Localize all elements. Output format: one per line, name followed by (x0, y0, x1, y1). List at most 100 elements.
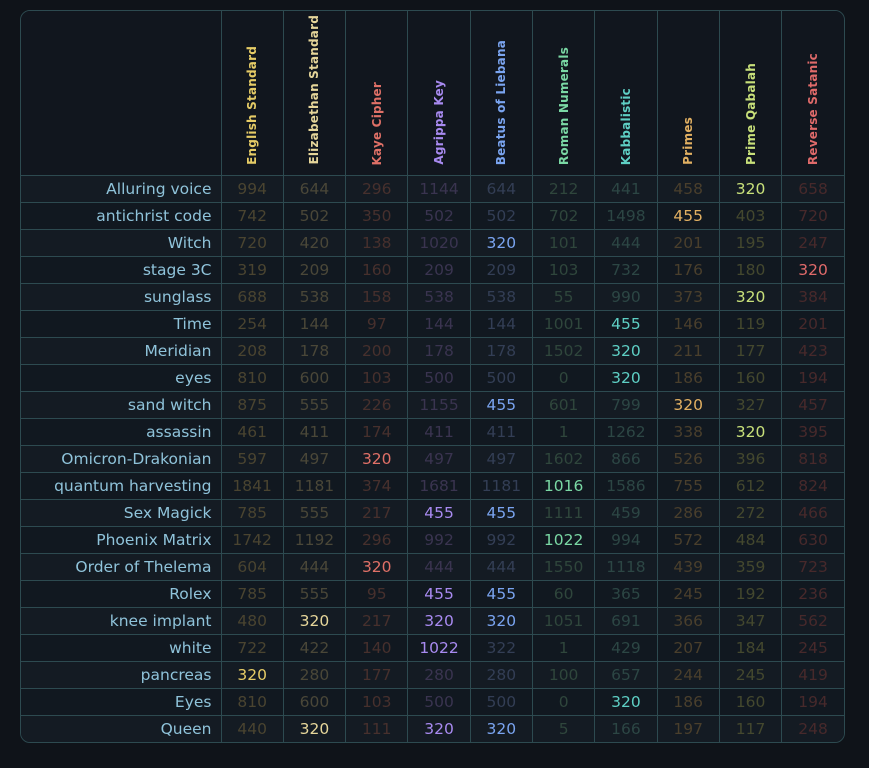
column-header[interactable]: Prime Qabalah (718, 11, 783, 176)
cell-value[interactable]: 1602 (531, 445, 596, 473)
cell-value[interactable]: 444 (469, 553, 533, 581)
cell-value[interactable]: 500 (407, 688, 471, 716)
cell-value[interactable]: 723 (781, 553, 844, 581)
cell-value[interactable]: 395 (781, 418, 844, 446)
cell-value-match[interactable]: 455 (469, 499, 533, 527)
cell-value[interactable]: 1498 (594, 202, 658, 230)
cell-value[interactable]: 119 (718, 310, 783, 338)
cell-value[interactable]: 555 (282, 499, 347, 527)
cell-value[interactable]: 722 (220, 634, 284, 662)
cell-value[interactable]: 280 (282, 661, 347, 689)
cell-value[interactable]: 459 (594, 499, 658, 527)
cell-value[interactable]: 1181 (469, 472, 533, 500)
cell-value[interactable]: 0 (531, 688, 596, 716)
cell-value[interactable]: 117 (718, 715, 783, 742)
row-phrase[interactable]: Queen (21, 715, 222, 742)
column-header[interactable]: Beatus of Liebana (469, 11, 533, 176)
cell-value[interactable]: 1262 (594, 418, 658, 446)
cell-value[interactable]: 500 (469, 688, 533, 716)
cell-value[interactable]: 296 (345, 175, 409, 203)
cell-value[interactable]: 1155 (407, 391, 471, 419)
cell-value[interactable]: 1111 (531, 499, 596, 527)
cell-value[interactable]: 992 (407, 526, 471, 554)
row-phrase[interactable]: Alluring voice (21, 175, 222, 203)
cell-value[interactable]: 245 (781, 634, 844, 662)
cell-value[interactable]: 245 (718, 661, 783, 689)
row-phrase[interactable]: antichrist code (21, 202, 222, 230)
cell-value[interactable]: 497 (469, 445, 533, 473)
cell-value[interactable]: 422 (282, 634, 347, 662)
column-header[interactable]: Kabbalistic (594, 11, 658, 176)
cell-value[interactable]: 55 (531, 283, 596, 311)
cell-value[interactable]: 177 (718, 337, 783, 365)
row-phrase[interactable]: knee implant (21, 607, 222, 635)
column-header[interactable]: Elizabethan Standard (282, 11, 347, 176)
cell-value[interactable]: 419 (781, 661, 844, 689)
cell-value[interactable]: 461 (220, 418, 284, 446)
row-phrase[interactable]: Rolex (21, 580, 222, 608)
row-phrase[interactable]: Omicron-Drakonian (21, 445, 222, 473)
cell-value[interactable]: 818 (781, 445, 844, 473)
cell-value[interactable]: 195 (718, 229, 783, 257)
cell-value[interactable]: 480 (220, 607, 284, 635)
cell-value[interactable]: 658 (781, 175, 844, 203)
row-phrase[interactable]: Sex Magick (21, 499, 222, 527)
cell-value[interactable]: 180 (718, 256, 783, 284)
column-header[interactable]: Reverse Satanic (781, 11, 844, 176)
cell-value[interactable]: 144 (407, 310, 471, 338)
cell-value[interactable]: 100 (531, 661, 596, 689)
cell-value[interactable]: 466 (781, 499, 844, 527)
cell-value-match[interactable]: 320 (594, 688, 658, 716)
row-phrase[interactable]: Eyes (21, 688, 222, 716)
row-phrase[interactable]: Meridian (21, 337, 222, 365)
cell-value[interactable]: 201 (781, 310, 844, 338)
cell-value[interactable]: 186 (656, 688, 720, 716)
cell-value[interactable]: 720 (220, 229, 284, 257)
cell-value[interactable]: 702 (531, 202, 596, 230)
cell-value[interactable]: 140 (345, 634, 409, 662)
cell-value[interactable]: 209 (282, 256, 347, 284)
cell-value[interactable]: 440 (220, 715, 284, 742)
cell-value[interactable]: 994 (220, 175, 284, 203)
cell-value[interactable]: 1181 (282, 472, 347, 500)
cell-value[interactable]: 600 (282, 688, 347, 716)
cell-value[interactable]: 1144 (407, 175, 471, 203)
cell-value[interactable]: 144 (282, 310, 347, 338)
cell-value[interactable]: 604 (220, 553, 284, 581)
cell-value[interactable]: 338 (656, 418, 720, 446)
cell-value[interactable]: 217 (345, 607, 409, 635)
cell-value[interactable]: 691 (594, 607, 658, 635)
cell-value[interactable]: 785 (220, 499, 284, 527)
cell-value[interactable]: 411 (469, 418, 533, 446)
cell-value[interactable]: 166 (594, 715, 658, 742)
cell-value-match[interactable]: 320 (220, 661, 284, 689)
cell-value[interactable]: 347 (718, 607, 783, 635)
cell-value[interactable]: 236 (781, 580, 844, 608)
cell-value[interactable]: 420 (282, 229, 347, 257)
cell-value[interactable]: 994 (594, 526, 658, 554)
cell-value[interactable]: 194 (781, 364, 844, 392)
cell-value[interactable]: 992 (469, 526, 533, 554)
column-header[interactable]: Roman Numerals (531, 11, 596, 176)
cell-value[interactable]: 111 (345, 715, 409, 742)
cell-value[interactable]: 272 (718, 499, 783, 527)
cell-value[interactable]: 60 (531, 580, 596, 608)
cell-value-match[interactable]: 320 (469, 715, 533, 742)
cell-value[interactable]: 373 (656, 283, 720, 311)
row-phrase[interactable]: sand witch (21, 391, 222, 419)
cell-value[interactable]: 500 (407, 364, 471, 392)
cell-value[interactable]: 103 (531, 256, 596, 284)
cell-value[interactable]: 208 (220, 337, 284, 365)
cell-value[interactable]: 502 (407, 202, 471, 230)
cell-value[interactable]: 359 (718, 553, 783, 581)
cell-value[interactable]: 538 (469, 283, 533, 311)
cell-value[interactable]: 423 (781, 337, 844, 365)
row-phrase[interactable]: pancreas (21, 661, 222, 689)
cell-value[interactable]: 612 (718, 472, 783, 500)
cell-value[interactable]: 444 (282, 553, 347, 581)
cell-value-match[interactable]: 1022 (531, 526, 596, 554)
cell-value[interactable]: 138 (345, 229, 409, 257)
cell-value[interactable]: 742 (220, 202, 284, 230)
cell-value[interactable]: 178 (469, 337, 533, 365)
cell-value[interactable]: 441 (594, 175, 658, 203)
